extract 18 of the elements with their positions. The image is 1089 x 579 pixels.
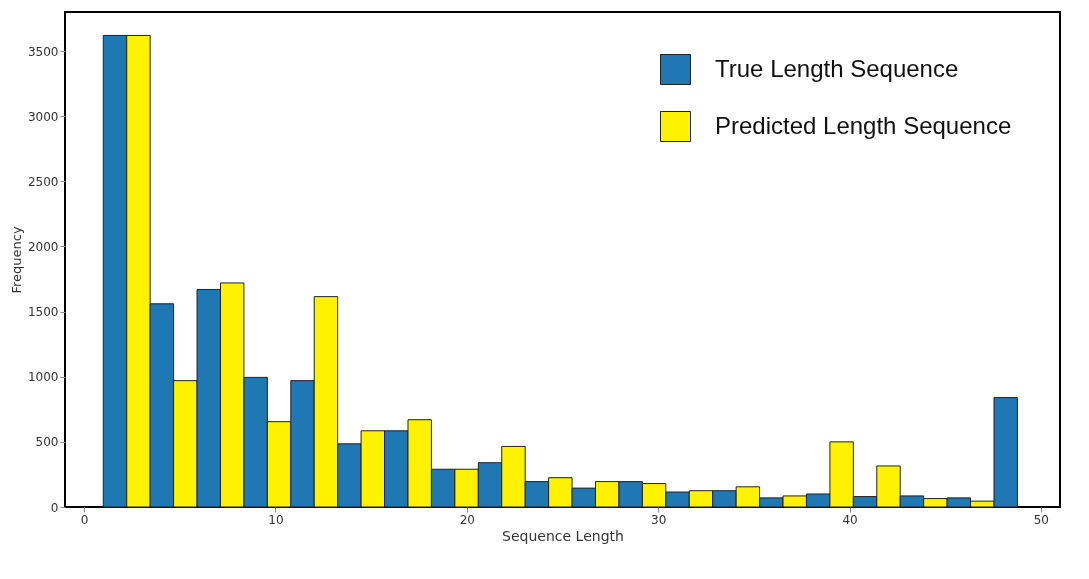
x-axis-title: Sequence Length xyxy=(502,527,624,544)
x-tick-label: 40 xyxy=(842,512,858,527)
y-tick-label: 2500 xyxy=(27,174,59,189)
x-tick-label: 50 xyxy=(1033,512,1050,527)
y-tick-label: 1500 xyxy=(27,305,59,320)
y-tick-label: 0 xyxy=(50,500,59,515)
x-tick-label: 30 xyxy=(651,512,667,527)
x-tick-label: 20 xyxy=(459,512,475,527)
legend-label: True Length Sequence xyxy=(715,54,959,82)
y-tick-label: 3500 xyxy=(27,44,59,59)
y-tick-label: 2000 xyxy=(27,239,59,254)
y-tick-label: 500 xyxy=(35,435,59,450)
x-tick-label: 10 xyxy=(268,512,284,527)
y-tick-label: 1000 xyxy=(27,370,59,385)
x-tick-label: 0 xyxy=(80,512,89,527)
y-axis-title: Frequency xyxy=(8,226,24,294)
y-tick-label: 3000 xyxy=(27,109,59,124)
legend-label: Predicted Length Sequence xyxy=(715,111,1012,139)
